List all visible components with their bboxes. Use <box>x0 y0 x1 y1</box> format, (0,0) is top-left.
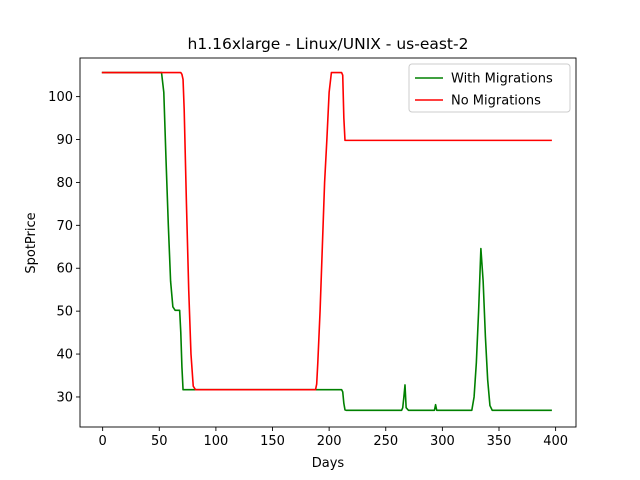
y-tick-label: 50 <box>56 305 73 320</box>
x-tick-label: 350 <box>487 434 512 449</box>
x-tick-label: 0 <box>99 434 107 449</box>
x-tick-label: 150 <box>260 434 285 449</box>
chart-title: h1.16xlarge - Linux/UNIX - us-east-2 <box>188 35 469 53</box>
axes-layer: 0 50 100 150 200 250 300 350 400 30 40 50 60 70 80 90 10… <box>48 57 577 449</box>
legend-label-2: No Migrations <box>451 94 541 109</box>
plot-frame <box>79 57 577 428</box>
x-tick-label: 250 <box>373 434 398 449</box>
y-tick-label: 70 <box>56 219 73 234</box>
y-tick-label: 90 <box>56 133 73 148</box>
y-tick-label: 100 <box>48 90 73 105</box>
x-axis-title: Days <box>312 456 345 471</box>
y-tick-label: 40 <box>56 348 73 363</box>
x-tick-label: 100 <box>203 434 228 449</box>
legend: With Migrations No Migrations <box>408 63 571 113</box>
y-tick-label: 80 <box>56 176 73 191</box>
legend-box <box>408 63 571 113</box>
x-tick-label: 200 <box>317 434 342 449</box>
x-tick-label: 50 <box>151 434 168 449</box>
y-tick-label: 30 <box>56 390 73 405</box>
y-tick-label: 60 <box>56 262 73 277</box>
series-line-1 <box>101 71 552 412</box>
x-tick-label: 300 <box>430 434 455 449</box>
legend-label-1: With Migrations <box>451 72 553 87</box>
y-axis-title: SpotPrice <box>24 212 39 273</box>
series-line-2 <box>101 71 552 391</box>
series-layer <box>101 71 552 412</box>
x-tick-label: 400 <box>543 434 568 449</box>
